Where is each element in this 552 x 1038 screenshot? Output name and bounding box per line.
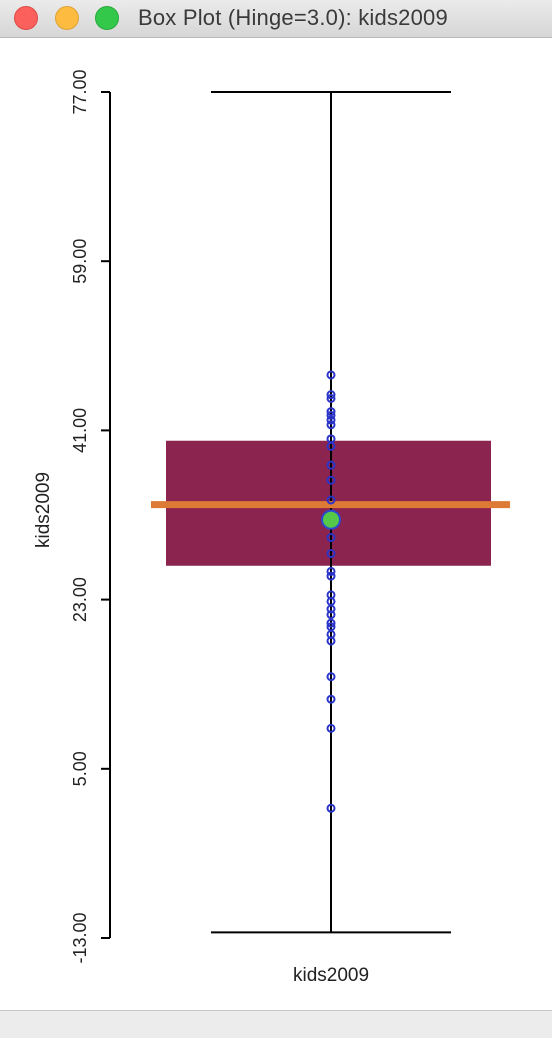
observation-point[interactable]	[326, 803, 336, 813]
box-plot-area[interactable]: -13.00 5.00 23.00 41.00 59.00 77.00 kids2009 ki…	[0, 38, 552, 1010]
observation-point[interactable]	[326, 694, 336, 704]
observation-point[interactable]	[326, 672, 336, 682]
observation-point[interactable]	[326, 723, 336, 733]
observation-point[interactable]	[326, 393, 336, 403]
observation-point[interactable]	[326, 495, 336, 505]
y-axis-title: kids2009	[33, 472, 54, 548]
y-tick-label: 23.00	[70, 577, 90, 622]
observation-point[interactable]	[326, 415, 336, 425]
observation-point[interactable]	[326, 407, 336, 417]
observation-point[interactable]	[326, 390, 336, 400]
x-axis-label: kids2009	[293, 965, 369, 986]
observation-point[interactable]	[326, 475, 336, 485]
minimize-window-button[interactable]	[55, 6, 79, 30]
y-tick-label: 5.00	[70, 751, 90, 786]
observation-point[interactable]	[326, 410, 336, 420]
status-bar	[0, 1010, 552, 1038]
observation-point[interactable]	[326, 604, 336, 614]
observation-point[interactable]	[326, 610, 336, 620]
zoom-window-button[interactable]	[95, 6, 119, 30]
mean-marker[interactable]	[321, 509, 341, 530]
observation-point[interactable]	[326, 636, 336, 646]
observation-point[interactable]	[326, 549, 336, 559]
observation-point[interactable]	[326, 566, 336, 576]
observation-point[interactable]	[326, 441, 336, 451]
close-window-button[interactable]	[14, 6, 38, 30]
box-plot-chart[interactable]: -13.00 5.00 23.00 41.00 59.00 77.00 kids2009 ki…	[0, 38, 552, 1010]
observation-point[interactable]	[326, 420, 336, 430]
observation-point[interactable]	[326, 618, 336, 628]
observation-point[interactable]	[326, 571, 336, 581]
y-tick-label: 41.00	[70, 408, 90, 453]
window-title: Box Plot (Hinge=3.0): kids2009	[138, 5, 448, 30]
y-tick-label: -13.00	[70, 912, 90, 963]
observation-point[interactable]	[326, 460, 336, 470]
title-bar[interactable]: Box Plot (Hinge=3.0): kids2009	[0, 0, 552, 38]
observation-point[interactable]	[326, 370, 336, 380]
observation-point[interactable]	[326, 533, 336, 543]
y-tick-label: 77.00	[70, 69, 90, 114]
y-tick-label: 59.00	[70, 239, 90, 284]
